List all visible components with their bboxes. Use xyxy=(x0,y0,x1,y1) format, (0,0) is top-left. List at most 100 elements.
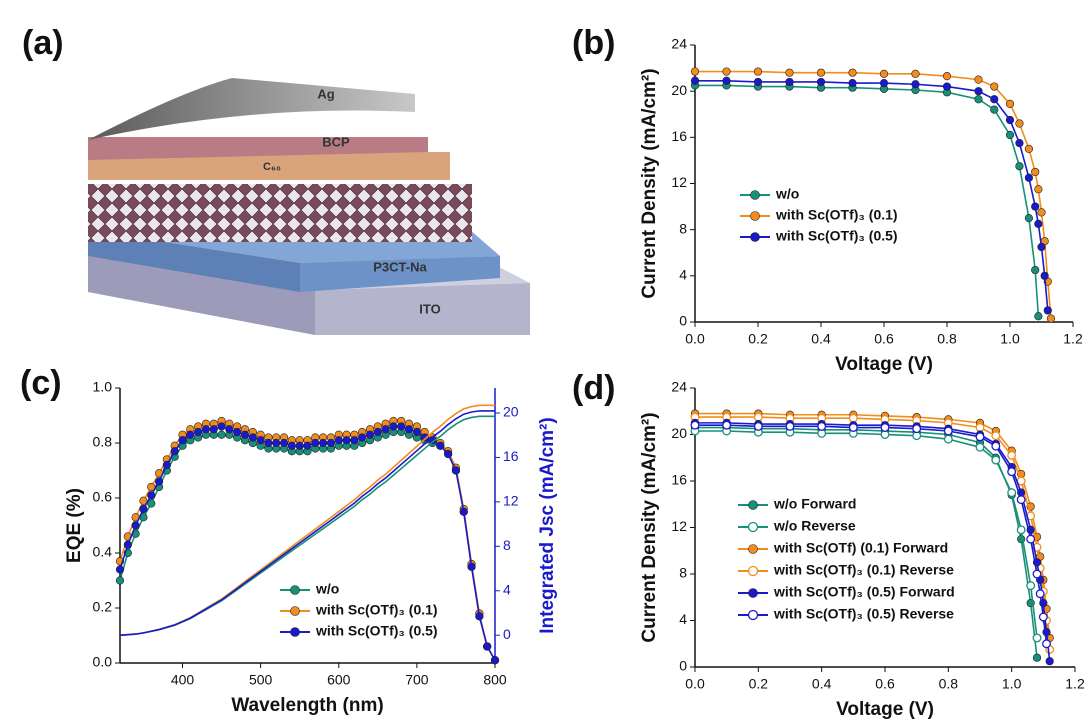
data-point xyxy=(1007,467,1017,477)
panel-label: (b) xyxy=(572,24,615,62)
data-point xyxy=(358,433,367,442)
y2-tick-label: 16 xyxy=(503,448,519,464)
legend-marker xyxy=(750,211,760,221)
y-axis-label: Current Density (mA/cm²) xyxy=(639,412,660,642)
y-tick-label: 8 xyxy=(679,565,687,581)
data-point xyxy=(240,430,250,439)
data-point xyxy=(879,78,889,88)
y2-axis-label: Integrated Jsc (mA/cm²) xyxy=(537,417,558,633)
legend-marker xyxy=(748,500,758,510)
series-line xyxy=(119,410,495,637)
data-point xyxy=(974,87,983,96)
data-point xyxy=(690,67,700,76)
data-point xyxy=(1024,214,1033,223)
data-point xyxy=(170,447,179,456)
legend-marker xyxy=(750,232,760,242)
y-tick-label: 24 xyxy=(671,36,687,52)
x-axis-label: Wavelength (nm) xyxy=(231,695,383,716)
y-tick-label: 20 xyxy=(671,82,687,98)
data-point xyxy=(785,77,794,87)
data-point xyxy=(975,423,985,432)
y-tick-label: 0.2 xyxy=(93,599,113,615)
data-point xyxy=(1031,167,1040,177)
data-point xyxy=(785,421,795,431)
data-point xyxy=(848,413,858,423)
y2-tick-label: 8 xyxy=(503,537,511,553)
x-tick-label: 0.6 xyxy=(875,676,895,692)
legend-label: w/o Forward xyxy=(773,496,856,512)
data-point xyxy=(342,436,351,445)
data-point xyxy=(816,77,826,87)
data-point xyxy=(943,434,953,444)
y2-tick-label: 12 xyxy=(503,493,519,509)
ito-side xyxy=(88,252,315,335)
y-tick-label: 1.0 xyxy=(93,379,113,395)
layer-label: ITO xyxy=(419,301,440,316)
data-point xyxy=(217,422,226,431)
y-tick-label: 0 xyxy=(679,313,687,329)
data-point xyxy=(1031,202,1040,211)
data-point xyxy=(436,441,445,450)
legend-marker xyxy=(748,544,758,554)
legend-marker xyxy=(290,606,300,616)
data-point xyxy=(1038,612,1048,622)
x-tick-label: 1.2 xyxy=(1063,331,1083,347)
data-point xyxy=(879,69,889,78)
data-point xyxy=(1040,271,1049,280)
x-tick-label: 0.0 xyxy=(685,676,705,692)
data-point xyxy=(848,78,857,88)
x-tick-label: 600 xyxy=(327,672,351,688)
y-tick-label: 24 xyxy=(671,379,687,395)
data-point xyxy=(722,67,731,76)
x-tick-label: 0.6 xyxy=(874,331,894,347)
data-point xyxy=(991,441,1001,451)
data-point xyxy=(1007,450,1017,460)
data-point xyxy=(1016,495,1026,505)
data-point xyxy=(1031,265,1040,275)
data-point xyxy=(943,426,953,436)
x-axis-label: Voltage (V) xyxy=(835,354,933,375)
x-tick-label: 500 xyxy=(249,672,273,688)
data-point xyxy=(467,562,476,571)
data-point xyxy=(1037,242,1046,252)
legend-label: with Sc(OTf)₃ (0.5) xyxy=(315,623,438,639)
data-point xyxy=(334,436,343,445)
data-point xyxy=(319,438,328,448)
data-point xyxy=(880,423,890,432)
series-line xyxy=(119,431,496,661)
data-point xyxy=(1024,144,1033,153)
y2-tick-label: 4 xyxy=(503,581,511,597)
data-point xyxy=(1032,569,1042,579)
data-point xyxy=(194,427,203,437)
legend-label: with Sc(OTf) (0.1) Forward xyxy=(773,540,948,556)
data-point xyxy=(991,431,1001,441)
data-point xyxy=(1026,534,1036,544)
panel-label: (d) xyxy=(572,369,615,407)
y-axis-label: Current Density (mA/cm²) xyxy=(639,68,660,298)
data-point xyxy=(1015,162,1024,171)
layer-label: P3CT-Na xyxy=(373,259,427,274)
layer-label: BCP xyxy=(322,134,350,149)
panel-label: (a) xyxy=(22,24,64,62)
data-point xyxy=(1015,139,1024,148)
data-point xyxy=(785,68,794,77)
data-point xyxy=(373,427,382,437)
data-point xyxy=(154,477,164,486)
data-point xyxy=(722,420,732,430)
data-point xyxy=(233,427,242,437)
htl-side xyxy=(88,230,300,292)
data-point xyxy=(817,421,827,431)
data-point xyxy=(483,642,492,651)
y-tick-label: 16 xyxy=(671,128,687,144)
data-point xyxy=(178,436,187,445)
data-point xyxy=(225,425,234,434)
data-point xyxy=(975,442,985,452)
data-point xyxy=(1005,130,1015,140)
legend-marker xyxy=(747,609,759,621)
device-diagram: (a) Ag BCP C₆₀ P3CT-Na ITO xyxy=(22,24,530,335)
c60-layer xyxy=(88,152,450,180)
x-tick-label: 700 xyxy=(405,672,429,688)
data-point xyxy=(131,521,140,530)
data-point xyxy=(279,438,289,448)
layer-label: Ag xyxy=(317,86,334,101)
